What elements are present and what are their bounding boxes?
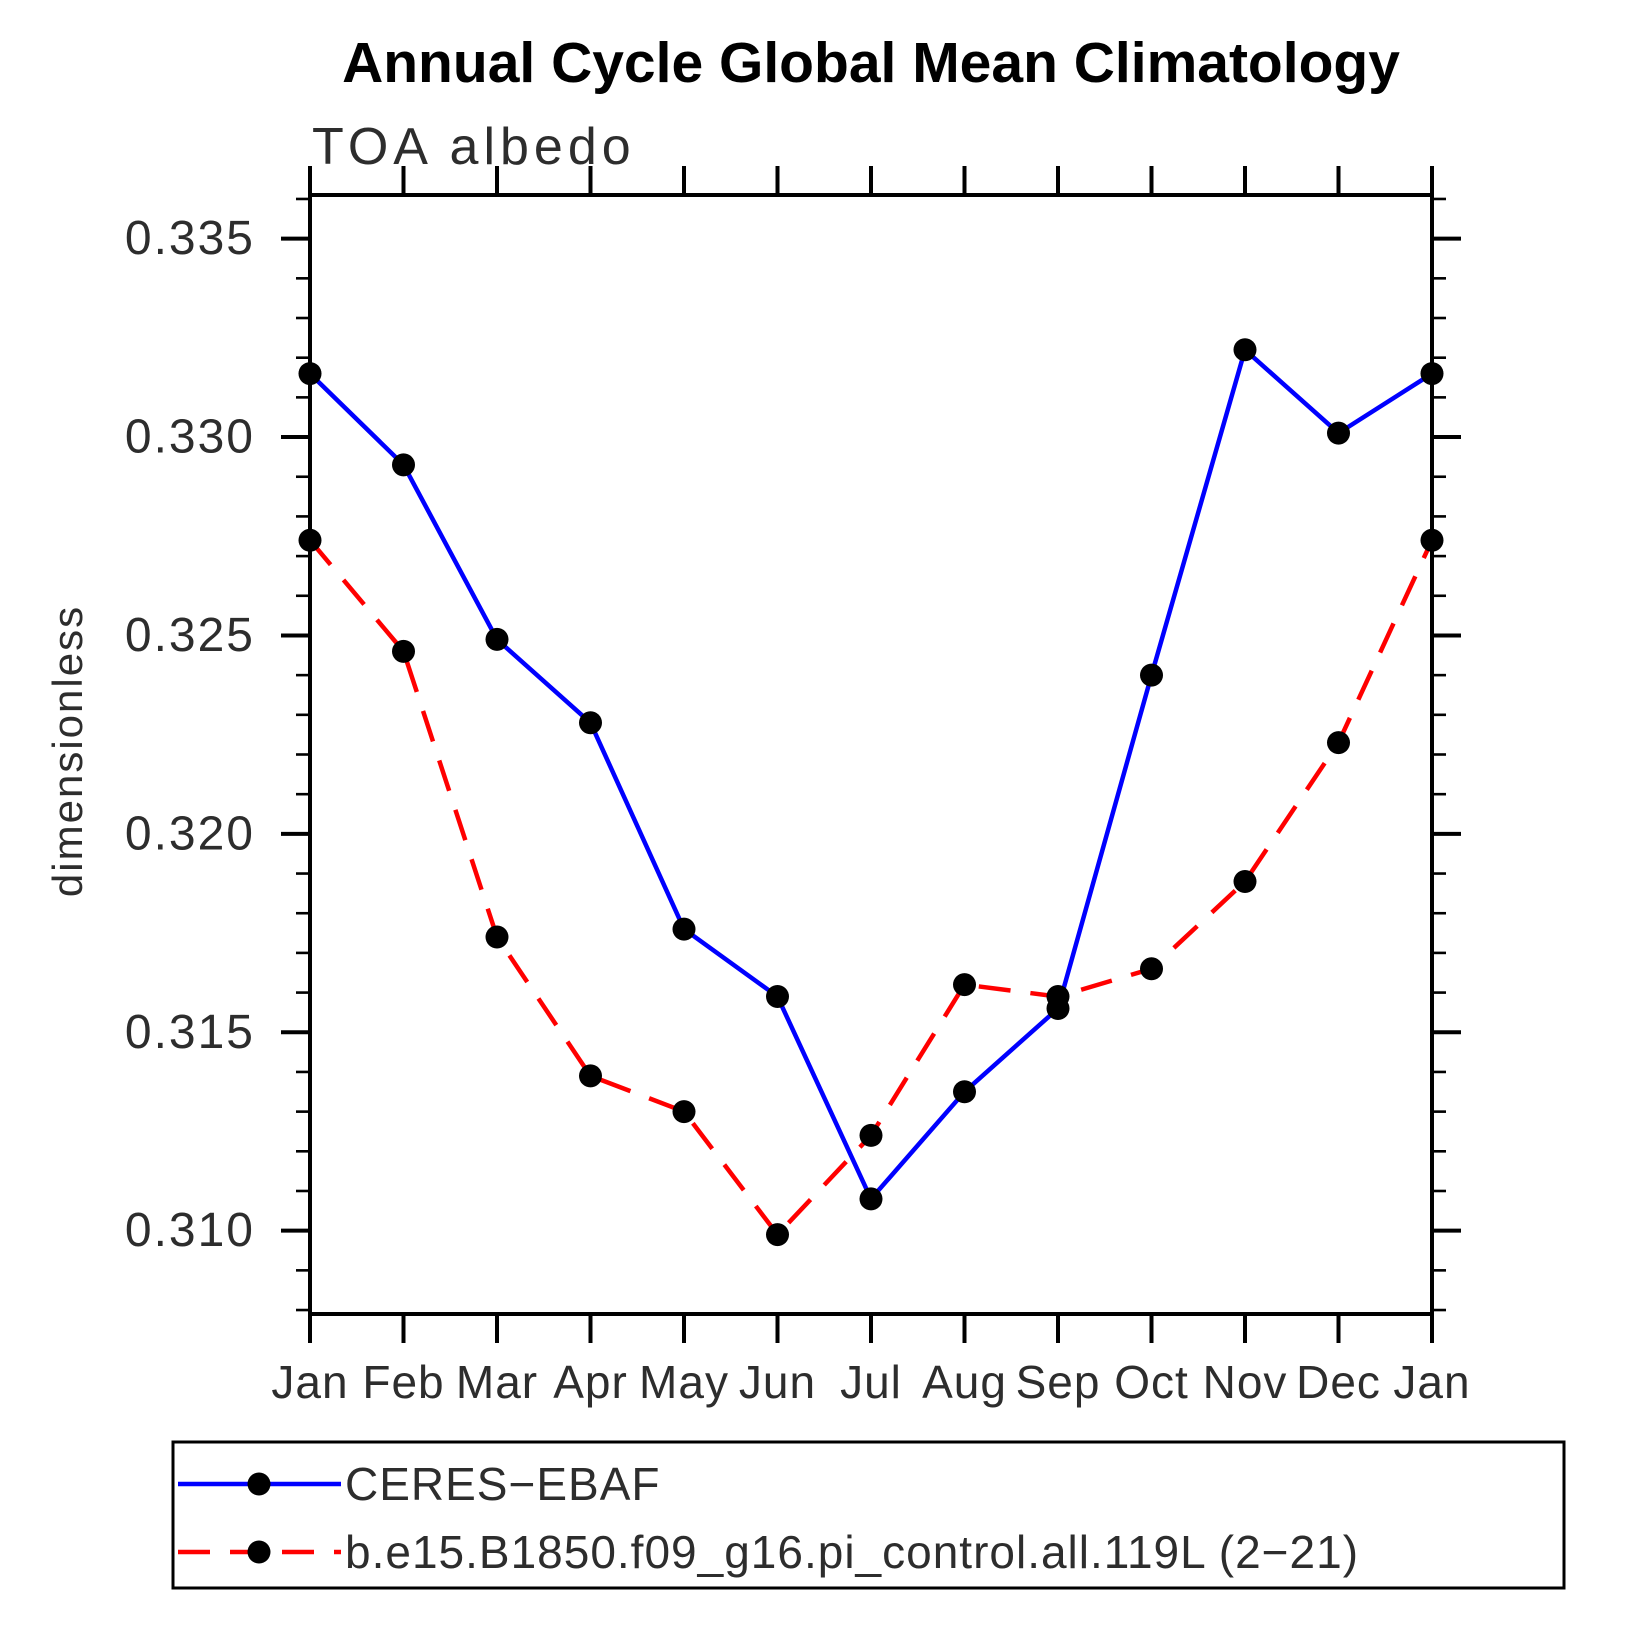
data-point-series-0 [953, 1080, 976, 1104]
data-point-series-1 [485, 925, 509, 949]
x-tick-label: Jan [271, 1356, 348, 1408]
legend-entry-model: b.e15.B1850.f09_g16.pi_control.all.119L … [178, 1526, 1359, 1578]
data-point-series-1 [392, 639, 415, 663]
data-point-series-0 [1140, 663, 1163, 687]
legend-item-label: b.e15.B1850.f09_g16.pi_control.all.119L … [345, 1526, 1359, 1578]
data-point-series-1 [766, 1223, 789, 1247]
data-point-series-1 [859, 1123, 883, 1147]
data-point-series-1 [298, 528, 322, 552]
x-tick-label: Feb [362, 1356, 444, 1408]
data-point-series-1 [1046, 985, 1070, 1009]
plot-area: 0.310 0.315 0.320 0.325 0.330 0.335 Jan Feb Mar A… [125, 166, 1470, 1408]
data-point-series-0 [859, 1187, 883, 1211]
chart-title: Annual Cycle Global Mean Climatology [342, 31, 1400, 95]
x-tick-label: Jul [840, 1356, 902, 1408]
data-point-series-1 [1233, 869, 1257, 893]
y-tick-label: 0.310 [125, 1204, 255, 1257]
legend-marker-dot [247, 1540, 271, 1564]
data-point-series-1 [579, 1064, 602, 1088]
legend-marker-dot [247, 1472, 271, 1496]
y-tick-label: 0.330 [125, 411, 255, 464]
x-tick-label: May [639, 1356, 729, 1408]
data-point-series-1 [1140, 957, 1163, 981]
x-tick-label: Aug [922, 1356, 1007, 1408]
series-line-0 [308, 347, 1434, 1202]
x-tick-label: Mar [456, 1356, 538, 1408]
x-tick-label: Apr [553, 1356, 628, 1408]
data-point-series-0 [298, 362, 322, 386]
x-tick-label: Oct [1114, 1356, 1189, 1408]
y-tick-label: 0.320 [125, 807, 255, 860]
y-tick-label: 0.335 [125, 212, 255, 265]
x-tick-label: Sep [1016, 1356, 1101, 1408]
x-tick-label: Jun [739, 1356, 816, 1408]
legend-entry-obs: CERES−EBAF [178, 1458, 661, 1510]
data-point-series-0 [766, 985, 789, 1009]
data-point-series-0 [392, 453, 415, 477]
data-point-series-0 [1420, 362, 1444, 386]
data-point-series-1 [1327, 731, 1350, 755]
y-tick-label: 0.325 [125, 609, 255, 662]
x-tick-label: Jan [1393, 1356, 1470, 1408]
legend-item-label: CERES−EBAF [345, 1458, 661, 1510]
data-point-series-0 [1327, 421, 1350, 445]
x-tick-label: Nov [1203, 1356, 1288, 1408]
data-point-series-1 [1420, 528, 1444, 552]
data-point-series-0 [1233, 338, 1257, 362]
y-axis-label: dimensionless [44, 605, 91, 897]
data-point-series-0 [672, 917, 696, 941]
chart-subtitle: TOA albedo [312, 118, 636, 176]
data-point-series-0 [485, 627, 509, 651]
legend: CERES−EBAF b.e15.B1850.f09_g16.pi_contro… [171, 1440, 1566, 1590]
data-point-series-1 [953, 973, 976, 997]
x-tick-label: Dec [1296, 1356, 1381, 1408]
data-point-series-0 [579, 711, 602, 735]
legend-box [171, 1440, 1566, 1590]
y-tick-label: 0.315 [125, 1006, 255, 1059]
data-point-series-1 [672, 1100, 696, 1124]
